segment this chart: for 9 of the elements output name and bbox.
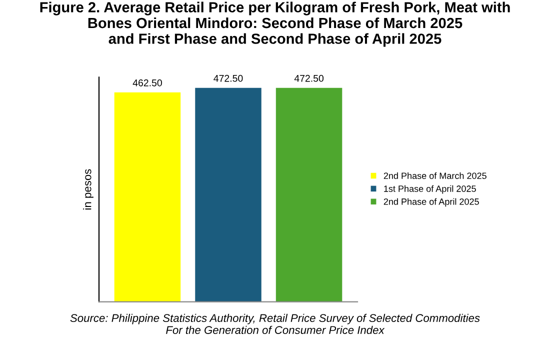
data-label: 462.50 <box>132 79 162 86</box>
legend-label: 2nd Phase of April 2025 <box>384 198 479 207</box>
legend-label: 1st Phase of April 2025 <box>384 185 476 194</box>
chart-title: Figure 2. Average Retail Price per Kilogram of Fresh Pork, Meat with Bones Oriental Mindoro: Second Phase of March 2025 and First Phase and Second Phase of April 2025 <box>40 2 510 47</box>
source-note: Source: Philippine Statistics Authority, Retail Price Survey of Selected Commodities For the Generation of Consumer Price Index <box>70 314 480 334</box>
data-label: 472.50 <box>214 74 243 82</box>
y-axis-title: in pesos <box>83 169 94 210</box>
data-label: 472.50 <box>294 74 324 82</box>
legend-label: 2nd Phase of March 2025 <box>384 172 486 179</box>
